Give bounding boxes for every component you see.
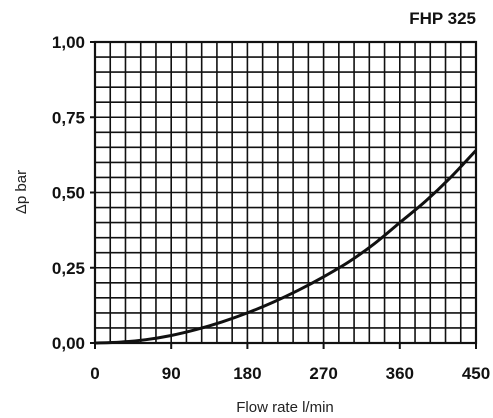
x-tick-label: 90 [162,364,181,383]
x-tick-labels: 0 90 180 270 360 450 [90,343,490,383]
y-axis-title: Δp bar [13,170,30,214]
series-line [94,149,478,345]
y-tick-label: 0,00 [52,334,85,353]
y-tick-label: 0,25 [52,259,85,278]
grid [95,42,476,343]
y-tick-label: 0,75 [52,108,85,127]
y-tick-labels: 0,00 0,25 0,50 0,75 1,00 [52,33,95,353]
chart-title: FHP 325 [409,9,476,28]
x-tick-label: 270 [309,364,337,383]
x-tick-label: 360 [386,364,414,383]
x-tick-label: 180 [233,364,261,383]
x-tick-label: 0 [90,364,99,383]
x-tick-label: 450 [462,364,490,383]
y-tick-label: 1,00 [52,33,85,52]
y-tick-label: 0,50 [52,184,85,203]
x-axis-title: Flow rate l/min [236,399,334,416]
